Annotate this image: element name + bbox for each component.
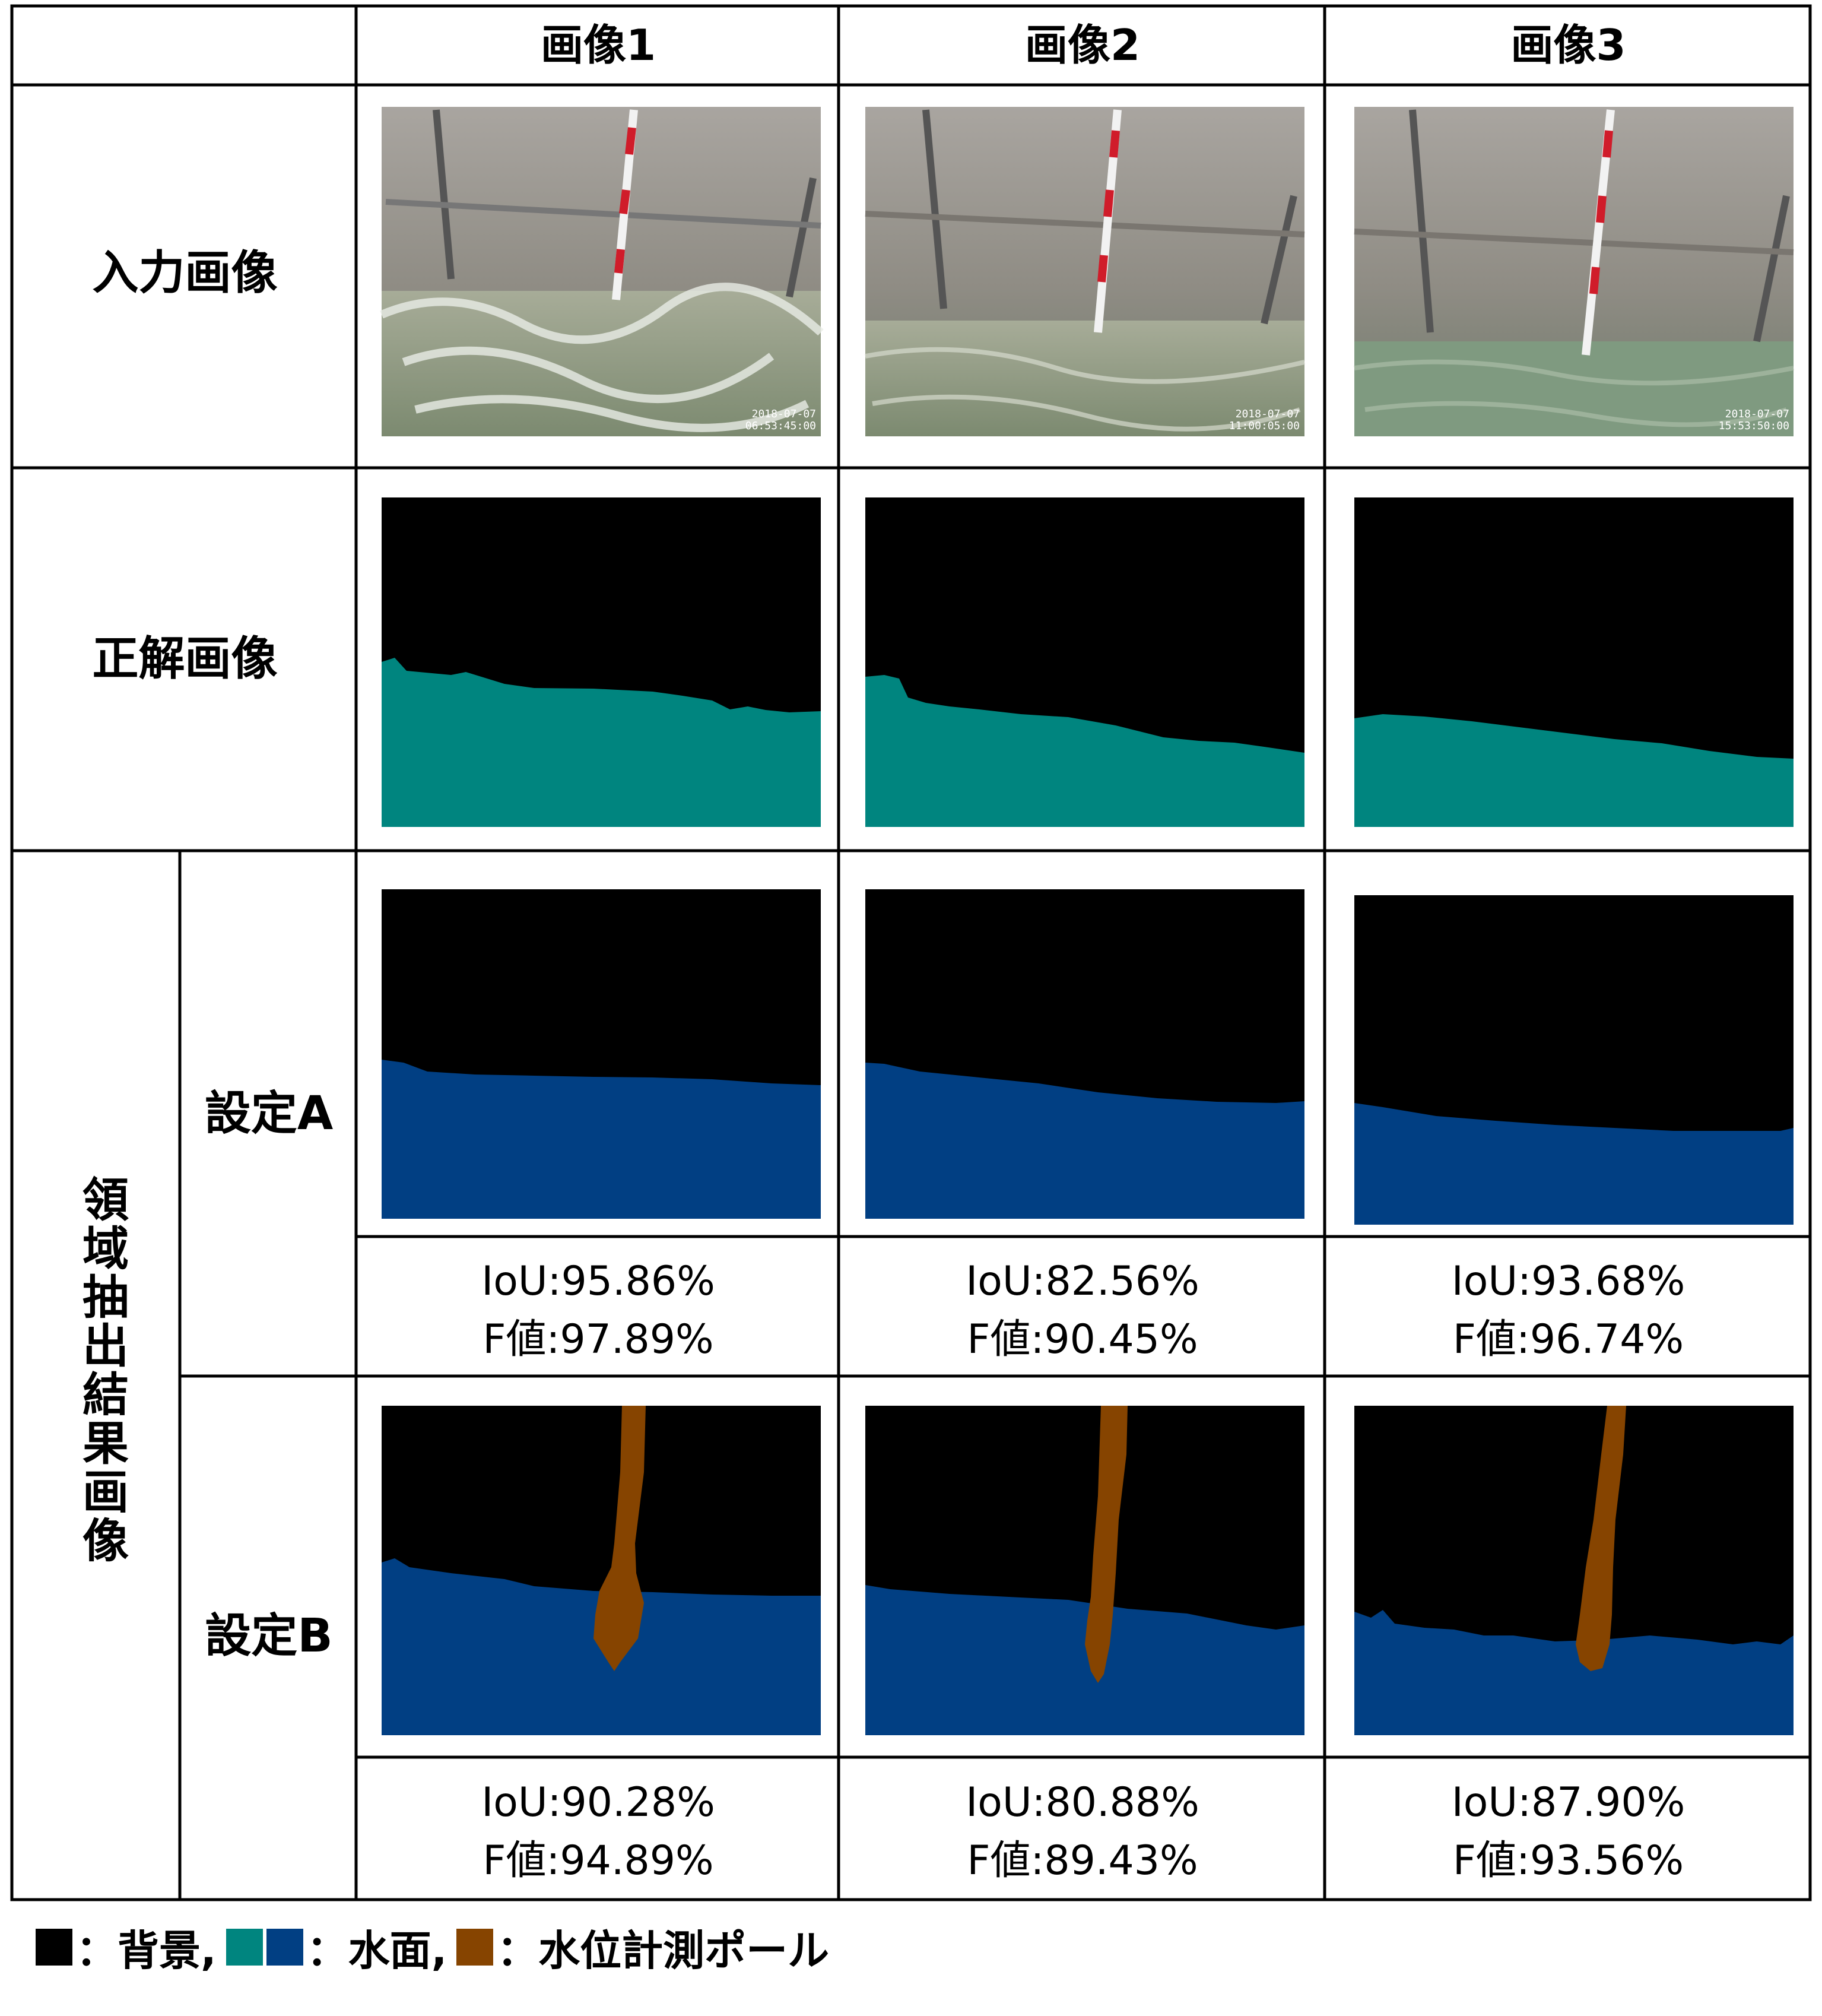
iou-value: IoU:90.28% xyxy=(481,1779,715,1826)
f-value: F値:94.89% xyxy=(483,1837,714,1884)
setting-a-metrics-2: IoU:82.56% F値:90.45% xyxy=(840,1253,1325,1369)
setting-a-metrics-1: IoU:95.86% F値:97.89% xyxy=(358,1253,839,1369)
legend: ：背景, ：水面, ：水位計測ポール xyxy=(36,1917,835,1977)
setting-b-metrics-2: IoU:80.88% F値:89.43% xyxy=(840,1774,1325,1890)
iou-value: IoU:95.86% xyxy=(481,1258,715,1305)
f-value: F値:93.56% xyxy=(1452,1837,1684,1884)
setting-b-mask-3 xyxy=(1354,1406,1794,1735)
swatch-water-ground-truth xyxy=(226,1929,263,1966)
timestamp-time: 06:53:45:00 xyxy=(745,420,816,432)
timestamp-time: 11:00:05:00 xyxy=(1229,420,1300,432)
legend-water-label: ：水面, xyxy=(306,1926,447,1975)
swatch-background xyxy=(36,1929,72,1966)
setting-a-mask-3 xyxy=(1354,895,1794,1225)
ground-truth-mask-1 xyxy=(382,497,821,827)
iou-value: IoU:87.90% xyxy=(1451,1779,1685,1826)
f-value: F値:96.74% xyxy=(1452,1316,1684,1363)
f-value: F値:89.43% xyxy=(967,1837,1198,1884)
input-photo-1 xyxy=(380,107,824,436)
row-label-input: 入力画像 xyxy=(92,246,278,300)
setting-b-metrics-3: IoU:87.90% F値:93.56% xyxy=(1326,1774,1810,1890)
setting-b-mask-1 xyxy=(382,1406,821,1735)
column-header-1: 画像1 xyxy=(540,20,656,70)
row-label-setting-b: 設定B xyxy=(205,1609,333,1663)
timestamp-time: 15:53:50:00 xyxy=(1718,420,1789,432)
input-photo-3 xyxy=(1354,107,1794,436)
ground-truth-mask-2 xyxy=(865,497,1304,827)
column-header-2: 画像2 xyxy=(1024,20,1141,70)
photo-timestamp-3: 2018-07-07 15:53:50:00 xyxy=(1677,408,1789,432)
iou-value: IoU:80.88% xyxy=(966,1779,1199,1826)
timestamp-date: 2018-07-07 xyxy=(751,408,816,420)
input-photo-2 xyxy=(865,107,1305,436)
swatch-pole xyxy=(456,1929,494,1966)
f-value: F値:90.45% xyxy=(967,1316,1198,1363)
row-label-ground-truth: 正解画像 xyxy=(92,632,278,686)
row-label-result-group: 領域抽出結果画像 xyxy=(75,1175,128,1565)
setting-b-mask-2 xyxy=(865,1406,1304,1735)
iou-value: IoU:93.68% xyxy=(1451,1258,1685,1305)
ground-truth-mask-3 xyxy=(1354,497,1794,827)
photo-timestamp-1: 2018-07-07 06:53:45:00 xyxy=(703,408,816,432)
timestamp-date: 2018-07-07 xyxy=(1725,408,1789,420)
legend-background-label: ：背景, xyxy=(76,1926,217,1975)
column-header-3: 画像3 xyxy=(1510,20,1626,70)
photo-timestamp-2: 2018-07-07 11:00:05:00 xyxy=(1187,408,1300,432)
setting-a-metrics-3: IoU:93.68% F値:96.74% xyxy=(1326,1253,1810,1369)
f-value: F値:97.89% xyxy=(483,1316,714,1363)
timestamp-date: 2018-07-07 xyxy=(1235,408,1300,420)
setting-a-mask-1 xyxy=(382,889,821,1219)
setting-a-mask-2 xyxy=(865,889,1304,1219)
iou-value: IoU:82.56% xyxy=(966,1258,1199,1305)
legend-pole-label: ：水位計測ポール xyxy=(497,1926,830,1975)
swatch-water-predicted xyxy=(266,1929,303,1966)
row-label-setting-a: 設定A xyxy=(204,1087,334,1140)
setting-b-metrics-1: IoU:90.28% F値:94.89% xyxy=(358,1774,839,1890)
